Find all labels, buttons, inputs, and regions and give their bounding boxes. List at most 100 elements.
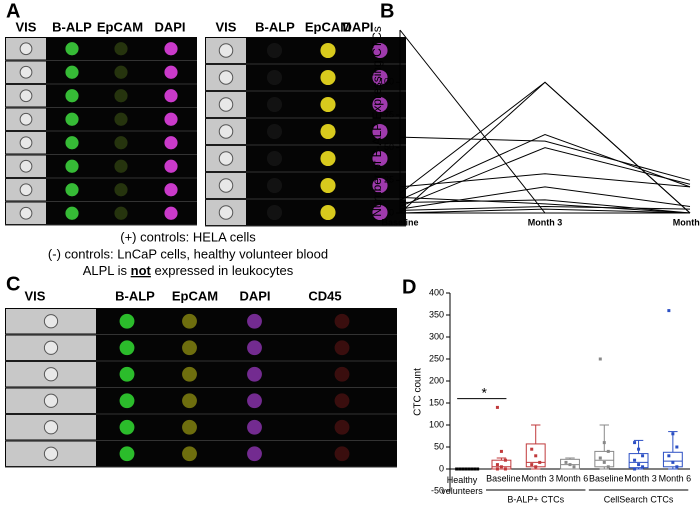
point xyxy=(641,454,645,458)
point xyxy=(473,467,477,471)
point xyxy=(633,467,637,471)
cell xyxy=(182,393,197,409)
x-tick-label: Baseline xyxy=(381,217,418,227)
cell xyxy=(164,159,178,173)
cell xyxy=(19,183,33,197)
cell xyxy=(164,65,178,79)
point xyxy=(641,465,645,469)
line xyxy=(399,173,691,188)
cell xyxy=(372,150,388,167)
point xyxy=(564,460,568,464)
cell xyxy=(19,136,33,150)
cell xyxy=(114,65,128,79)
point xyxy=(503,458,507,462)
cell xyxy=(164,42,178,56)
x-tick-label: Month 6 xyxy=(659,473,692,483)
line xyxy=(399,205,691,211)
box xyxy=(628,453,649,469)
point xyxy=(675,465,679,469)
x-tick-label: Month 3 xyxy=(624,473,657,483)
x-tick-label: Healthy volunteers xyxy=(441,475,483,496)
cell xyxy=(334,340,350,356)
cell xyxy=(65,65,79,79)
point xyxy=(667,454,671,458)
cell xyxy=(334,419,350,435)
panel-letter: C xyxy=(6,273,20,295)
point xyxy=(534,454,538,458)
cell xyxy=(19,206,33,220)
y-tick-label: -50 xyxy=(431,485,444,495)
y-axis-label: Number of B-ALP Expressing CTCs xyxy=(370,26,384,217)
x-tick-label: Month 6 xyxy=(556,473,589,483)
cell xyxy=(320,204,336,221)
point xyxy=(568,463,572,467)
y-tick-label: 25 xyxy=(384,175,394,185)
point xyxy=(667,309,671,313)
point xyxy=(675,445,679,449)
cell xyxy=(119,366,135,382)
cell xyxy=(266,150,283,167)
y-tick-label: 0 xyxy=(389,207,394,217)
column-header: EpCAM xyxy=(97,19,143,34)
point xyxy=(534,465,538,469)
column-header: VIS xyxy=(16,19,37,34)
point xyxy=(495,463,499,467)
cell xyxy=(65,206,79,220)
line xyxy=(399,134,691,201)
point xyxy=(598,357,602,361)
cell xyxy=(266,96,283,113)
cell xyxy=(218,70,234,85)
cell xyxy=(247,340,262,356)
cell xyxy=(372,42,388,59)
cell xyxy=(114,89,128,103)
cell xyxy=(119,340,135,356)
cell xyxy=(266,123,283,140)
point xyxy=(530,447,534,451)
box xyxy=(594,450,615,468)
cell xyxy=(247,419,262,435)
y-tick-label: 50 xyxy=(434,441,444,451)
cell xyxy=(43,314,59,329)
cell xyxy=(65,136,79,150)
point xyxy=(637,447,641,451)
panel-letter: D xyxy=(402,276,416,298)
cell xyxy=(164,183,178,197)
y-tick-label: 100 xyxy=(429,419,444,429)
point xyxy=(538,460,542,464)
cell xyxy=(43,393,59,408)
box xyxy=(491,459,512,470)
cell xyxy=(320,123,336,140)
cell xyxy=(218,205,234,220)
point xyxy=(572,465,576,469)
cell xyxy=(218,178,234,193)
cell xyxy=(182,446,197,462)
cell xyxy=(164,206,178,220)
cell xyxy=(372,177,388,194)
cell xyxy=(320,42,336,59)
line xyxy=(399,208,691,214)
box xyxy=(662,451,683,468)
cell xyxy=(114,183,128,197)
line xyxy=(399,29,690,214)
cell xyxy=(334,393,350,409)
cell xyxy=(114,159,128,173)
cell xyxy=(247,446,262,462)
point xyxy=(602,460,606,464)
column-header: DAPI xyxy=(342,19,373,34)
line xyxy=(399,136,691,181)
cell xyxy=(119,419,135,435)
cell xyxy=(320,69,336,86)
cell xyxy=(320,150,336,167)
cell xyxy=(19,65,33,79)
point xyxy=(671,432,675,436)
point xyxy=(598,456,602,460)
cell xyxy=(182,366,197,382)
y-tick-label: 300 xyxy=(429,331,444,341)
cell xyxy=(372,204,388,221)
y-tick-label: 150 xyxy=(429,397,444,407)
point xyxy=(499,449,503,453)
cell xyxy=(182,340,197,356)
group-label: CellSearch CTCs xyxy=(604,494,674,504)
